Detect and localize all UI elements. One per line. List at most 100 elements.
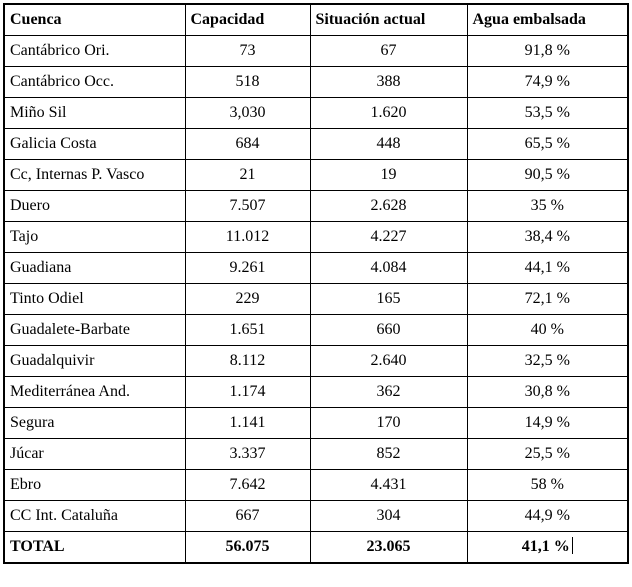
- cell-situacion-actual[interactable]: 23.065: [309, 531, 468, 564]
- cell-agua-embalsada[interactable]: 30,8 %: [466, 376, 629, 408]
- cell-situacion-actual[interactable]: 2.628: [309, 190, 468, 222]
- cell-agua-embalsada[interactable]: 14,9 %: [466, 407, 629, 439]
- header-capacidad[interactable]: Capacidad: [184, 3, 311, 36]
- cell-situacion-actual[interactable]: 2.640: [309, 345, 468, 377]
- cell-capacidad[interactable]: 8.112: [184, 345, 311, 377]
- cell-capacidad[interactable]: 518: [184, 66, 311, 98]
- cell-capacidad[interactable]: 11.012: [184, 221, 311, 253]
- cell-cuenca[interactable]: Galicia Costa: [3, 128, 186, 160]
- cell-text: 90,5 %: [524, 166, 570, 183]
- cell-capacidad[interactable]: 229: [184, 283, 311, 315]
- cell-situacion-actual[interactable]: 165: [309, 283, 468, 315]
- cell-text: 56.075: [225, 538, 270, 555]
- total-row: TOTAL 56.075 23.065 41,1 %: [3, 531, 629, 564]
- cell-cuenca[interactable]: Segura: [3, 407, 186, 439]
- cell-text: 304: [376, 507, 401, 524]
- cell-text: 53,5 %: [524, 104, 570, 121]
- cell-text: 35 %: [530, 197, 564, 214]
- cell-text: 388: [376, 73, 401, 90]
- cell-situacion-actual[interactable]: 852: [309, 438, 468, 470]
- table-row: Ebro 7.642 4.431 58 %: [3, 469, 629, 501]
- cell-text: 4.227: [370, 228, 407, 245]
- cell-situacion-actual[interactable]: 388: [309, 66, 468, 98]
- cell-agua-embalsada[interactable]: 74,9 %: [466, 66, 629, 98]
- cell-text: 19: [380, 166, 397, 183]
- cell-cuenca[interactable]: Miño Sil: [3, 97, 186, 129]
- cell-agua-embalsada[interactable]: 44,9 %: [466, 500, 629, 532]
- cell-text: 21: [239, 166, 256, 183]
- cell-cuenca[interactable]: Júcar: [3, 438, 186, 470]
- cell-agua-embalsada[interactable]: 32,5 %: [466, 345, 629, 377]
- cell-agua-embalsada[interactable]: 53,5 %: [466, 97, 629, 129]
- cell-text: Duero: [10, 197, 50, 214]
- cell-cuenca[interactable]: Tinto Odiel: [3, 283, 186, 315]
- cell-capacidad[interactable]: 56.075: [184, 531, 311, 564]
- cell-capacidad[interactable]: 21: [184, 159, 311, 191]
- cell-cuenca[interactable]: Mediterránea And.: [3, 376, 186, 408]
- table-row: Miño Sil 3,030 1.620 53,5 %: [3, 97, 629, 129]
- cell-capacidad[interactable]: 7.507: [184, 190, 311, 222]
- cell-capacidad[interactable]: 667: [184, 500, 311, 532]
- cell-cuenca[interactable]: Guadalquivir: [3, 345, 186, 377]
- cell-text: 7.642: [229, 476, 266, 493]
- cell-situacion-actual[interactable]: 660: [309, 314, 468, 346]
- cell-agua-embalsada[interactable]: 91,8 %: [466, 35, 629, 67]
- cell-capacidad[interactable]: 1.141: [184, 407, 311, 439]
- header-agua-embalsada[interactable]: Agua embalsada: [466, 3, 629, 36]
- cell-situacion-actual[interactable]: 304: [309, 500, 468, 532]
- cell-cuenca[interactable]: CC Int. Cataluña: [3, 500, 186, 532]
- cell-capacidad[interactable]: 9.261: [184, 252, 311, 284]
- cell-text: 165: [376, 290, 401, 307]
- cell-text: 362: [376, 383, 401, 400]
- cell-capacidad[interactable]: 7.642: [184, 469, 311, 501]
- cell-situacion-actual[interactable]: 170: [309, 407, 468, 439]
- cell-situacion-actual[interactable]: 4.227: [309, 221, 468, 253]
- cell-cuenca[interactable]: Tajo: [3, 221, 186, 253]
- cell-cuenca[interactable]: Cantábrico Ori.: [3, 35, 186, 67]
- cell-text: 7.507: [229, 197, 266, 214]
- cell-situacion-actual[interactable]: 67: [309, 35, 468, 67]
- cell-situacion-actual[interactable]: 362: [309, 376, 468, 408]
- cell-agua-embalsada[interactable]: 44,1 %: [466, 252, 629, 284]
- cell-text: 1.651: [229, 321, 266, 338]
- header-cuenca[interactable]: Cuenca: [3, 3, 186, 36]
- cell-situacion-actual[interactable]: 448: [309, 128, 468, 160]
- cell-agua-embalsada[interactable]: 41,1 %: [466, 531, 629, 564]
- cell-agua-embalsada[interactable]: 65,5 %: [466, 128, 629, 160]
- cell-capacidad[interactable]: 3,030: [184, 97, 311, 129]
- cell-cuenca[interactable]: Guadiana: [3, 252, 186, 284]
- table-row: Cantábrico Ori. 73 67 91,8 %: [3, 35, 629, 67]
- cell-agua-embalsada[interactable]: 35 %: [466, 190, 629, 222]
- cell-text: Mediterránea And.: [10, 383, 130, 400]
- cell-situacion-actual[interactable]: 4.084: [309, 252, 468, 284]
- cell-agua-embalsada[interactable]: 25,5 %: [466, 438, 629, 470]
- cell-situacion-actual[interactable]: 1.620: [309, 97, 468, 129]
- cell-capacidad[interactable]: 3.337: [184, 438, 311, 470]
- cell-cuenca[interactable]: Cantábrico Occ.: [3, 66, 186, 98]
- cell-cuenca[interactable]: TOTAL: [3, 531, 186, 564]
- cell-agua-embalsada[interactable]: 90,5 %: [466, 159, 629, 191]
- cell-capacidad[interactable]: 1.174: [184, 376, 311, 408]
- cell-agua-embalsada[interactable]: 72,1 %: [466, 283, 629, 315]
- header-situacion-actual[interactable]: Situación actual: [309, 3, 468, 36]
- cell-text: 3.337: [229, 445, 266, 462]
- cell-text: 41,1 %: [521, 538, 570, 555]
- cell-cuenca[interactable]: Guadalete-Barbate: [3, 314, 186, 346]
- cell-agua-embalsada[interactable]: 58 %: [466, 469, 629, 501]
- cell-situacion-actual[interactable]: 4.431: [309, 469, 468, 501]
- cell-capacidad[interactable]: 684: [184, 128, 311, 160]
- cell-capacidad[interactable]: 73: [184, 35, 311, 67]
- cell-text: 65,5 %: [524, 135, 570, 152]
- cell-agua-embalsada[interactable]: 40 %: [466, 314, 629, 346]
- cell-cuenca[interactable]: Ebro: [3, 469, 186, 501]
- cell-cuenca[interactable]: Duero: [3, 190, 186, 222]
- cell-cuenca[interactable]: Cc, Internas P. Vasco: [3, 159, 186, 191]
- cell-text: 25,5 %: [524, 445, 570, 462]
- cell-text: 9.261: [229, 259, 266, 276]
- cell-capacidad[interactable]: 1.651: [184, 314, 311, 346]
- cell-situacion-actual[interactable]: 19: [309, 159, 468, 191]
- cell-text: 852: [376, 445, 401, 462]
- cell-text: 32,5 %: [524, 352, 570, 369]
- cell-text: 58 %: [530, 476, 564, 493]
- cell-agua-embalsada[interactable]: 38,4 %: [466, 221, 629, 253]
